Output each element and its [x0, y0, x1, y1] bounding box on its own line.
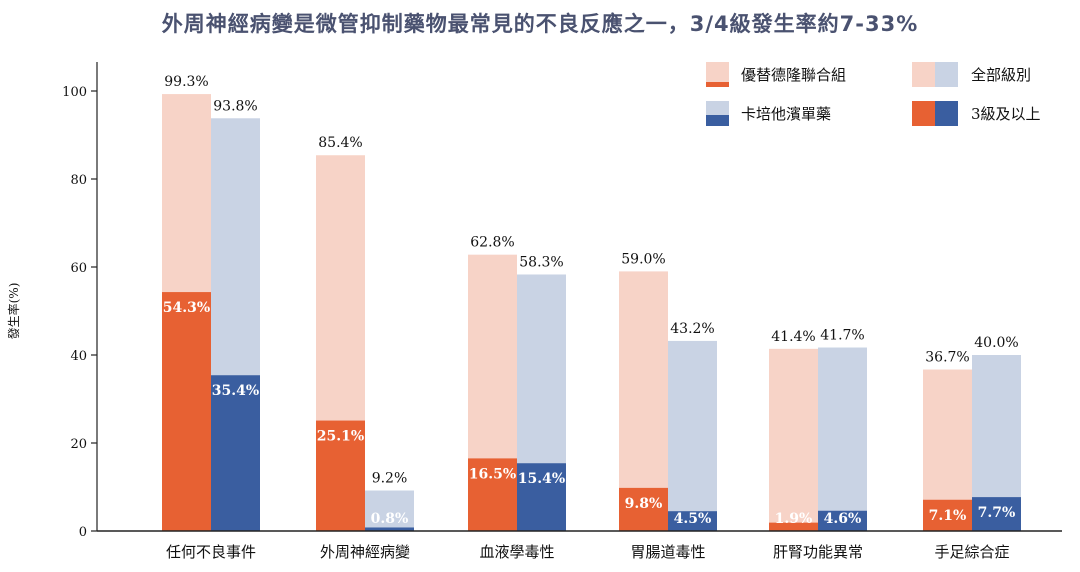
bar-grade3plus — [517, 463, 566, 531]
y-tick-label: 40 — [70, 349, 87, 364]
data-label-all-grade: 40.0% — [974, 335, 1018, 351]
y-tick-label: 20 — [70, 437, 87, 452]
data-label-all-grade: 9.2% — [372, 471, 408, 487]
data-label-all-grade: 85.4% — [318, 135, 362, 151]
x-category-label: 外周神經病變 — [320, 543, 410, 561]
bar-grade3plus — [619, 487, 668, 531]
legend-swatch-all-grade-blue — [935, 62, 958, 87]
data-label-all-grade: 41.7% — [820, 328, 864, 344]
data-label-all-grade: 36.7% — [925, 350, 969, 366]
bar-all-grade — [769, 348, 818, 531]
legend-swatch-capecitabine-g3 — [706, 115, 729, 126]
chart-title: 外周神經病變是微管抑制藥物最常見的不良反應之一，3/4級發生率約7-33% — [161, 12, 919, 36]
bar-grade3plus — [468, 458, 517, 531]
legend-label-all-grade: 全部級別 — [971, 66, 1031, 84]
data-label-grade3plus: 4.5% — [674, 511, 712, 527]
legend-swatch-capecitabine-all — [706, 101, 729, 115]
x-category-label: 胃腸道毒性 — [630, 543, 705, 561]
bar-grade3plus — [818, 510, 867, 531]
bar-grade3plus — [668, 511, 717, 531]
data-label-grade3plus: 9.8% — [625, 496, 663, 512]
x-category-label: 任何不良事件 — [166, 543, 256, 561]
data-label-all-grade: 41.4% — [771, 329, 815, 345]
data-label-grade3plus: 35.4% — [212, 383, 259, 399]
legend-label-utidelone: 優替德隆聯合組 — [741, 66, 846, 84]
bar-all-grade — [619, 271, 668, 531]
data-label-grade3plus: 7.7% — [978, 505, 1016, 521]
bar-grade3plus — [769, 522, 818, 531]
bar-all-grade — [365, 490, 414, 531]
y-axis-label: 發生率(%) — [6, 283, 21, 340]
legend-swatch-g3-blue — [935, 101, 958, 126]
bar-grade3plus — [316, 420, 365, 531]
data-label-grade3plus: 25.1% — [317, 429, 364, 445]
y-tick-label: 80 — [70, 173, 87, 188]
x-category-label: 血液學毒性 — [479, 543, 554, 561]
bar-all-grade — [818, 347, 867, 531]
bar-grade3plus — [162, 292, 211, 531]
y-tick-label: 100 — [62, 85, 87, 100]
bar-all-grade — [668, 340, 717, 531]
data-label-grade3plus: 54.3% — [163, 300, 210, 316]
legend-label-grade3plus: 3級及以上 — [971, 105, 1041, 123]
data-label-all-grade: 58.3% — [519, 254, 563, 270]
data-label-grade3plus: 7.1% — [929, 508, 967, 524]
x-category-label: 手足綜合症 — [934, 543, 1009, 561]
data-label-all-grade: 43.2% — [670, 321, 714, 337]
legend-swatch-all-grade-orange — [912, 62, 935, 87]
y-tick-label: 60 — [70, 261, 87, 276]
data-label-all-grade: 59.0% — [621, 251, 665, 267]
bar-grade3plus — [972, 497, 1021, 531]
legend-swatch-g3-orange — [912, 101, 935, 126]
bar-grade3plus — [365, 527, 414, 531]
data-label-all-grade: 62.8% — [470, 235, 514, 251]
data-label-grade3plus: 15.4% — [518, 471, 565, 487]
bar-grade3plus — [923, 499, 972, 531]
data-label-grade3plus: 1.9% — [775, 511, 813, 527]
data-label-all-grade: 93.8% — [213, 98, 257, 114]
data-label-grade3plus: 4.6% — [824, 511, 862, 527]
y-tick-label: 0 — [79, 525, 87, 540]
data-label-grade3plus: 16.5% — [469, 466, 516, 482]
legend-swatch-utidelone-g3 — [706, 82, 729, 87]
data-label-grade3plus: 0.8% — [371, 511, 409, 527]
bar-grade3plus — [211, 375, 260, 531]
legend-label-capecitabine: 卡培他濱單藥 — [741, 105, 831, 123]
legend-swatch-utidelone-all — [706, 62, 729, 82]
data-label-all-grade: 99.3% — [164, 74, 208, 90]
x-category-label: 肝腎功能異常 — [773, 543, 863, 561]
